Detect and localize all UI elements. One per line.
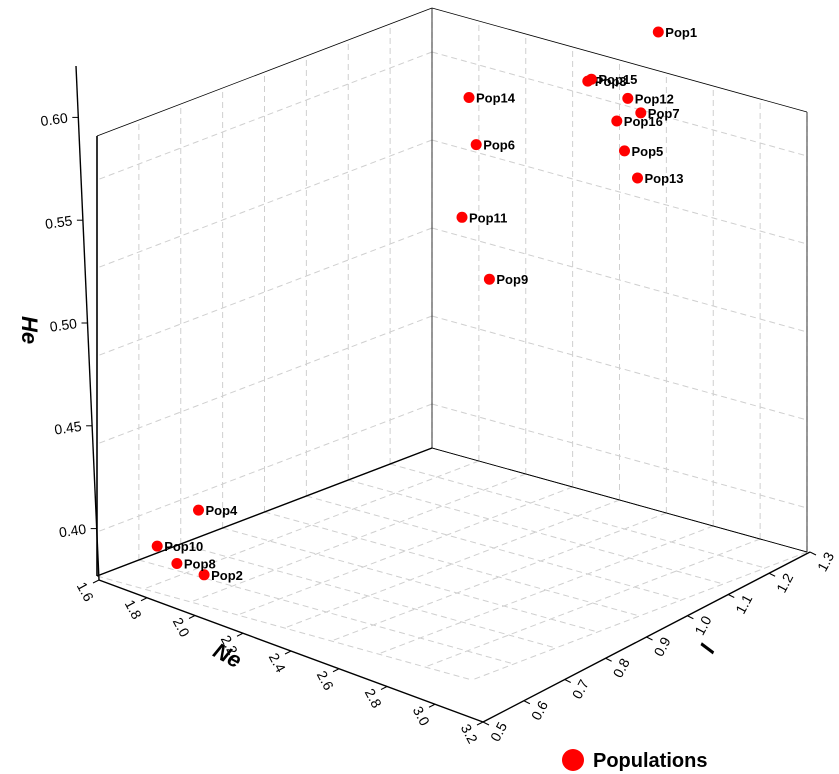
grid-line: [96, 575, 473, 681]
y-tick-label: 1.0: [691, 613, 714, 638]
y-tick-label: 0.8: [610, 655, 633, 680]
axis-line: [431, 7, 808, 113]
x-tick-mark: [140, 597, 148, 602]
data-point: [585, 73, 597, 85]
axis-titles: Ne I He: [17, 316, 720, 673]
grid-line: [431, 403, 808, 509]
x-tick-mark: [188, 615, 196, 619]
y-tick-label: 1.1: [732, 592, 755, 617]
x-tick-mark: [428, 703, 436, 708]
data-point: [470, 139, 482, 151]
z-tick-label: 0.45: [53, 418, 82, 438]
data-point: [611, 115, 623, 127]
point-label: Pop7: [648, 106, 680, 121]
data-point: [463, 92, 475, 103]
axis-line: [96, 7, 433, 137]
z-tick-label: 0.40: [58, 521, 87, 541]
z-tick-label: 0.55: [44, 212, 73, 232]
y-tick-mark: [687, 615, 694, 620]
point-label: Pop1: [665, 25, 697, 40]
y-tick-label: 0.5: [487, 719, 510, 744]
x-axis-title: Ne: [209, 638, 246, 673]
y-tick-mark: [728, 594, 735, 598]
y-tick-mark: [605, 657, 612, 662]
y-tick-label: 0.7: [569, 677, 592, 702]
x-tick-mark: [284, 650, 292, 655]
point-label: Pop11: [469, 210, 507, 225]
legend-marker: [562, 749, 584, 771]
point-label: Pop4: [206, 503, 239, 518]
data-point: [635, 107, 647, 119]
axis-line: [96, 447, 433, 577]
grid-line: [431, 315, 808, 421]
data-point: [483, 273, 495, 285]
z-tick-label: 0.50: [49, 315, 78, 335]
point-label: Pop6: [483, 138, 515, 153]
point-label: Pop10: [164, 539, 203, 554]
y-tick-mark: [768, 572, 776, 577]
y-tick-label: 0.6: [528, 698, 551, 723]
data-point: [171, 558, 183, 569]
x-tick-mark: [380, 686, 388, 690]
point-label: Pop3: [595, 74, 627, 89]
y-tick-mark: [646, 636, 653, 641]
point-label: Pop9: [496, 272, 528, 287]
x-tick-mark: [332, 668, 340, 673]
data-point: [151, 540, 163, 552]
grid-line: [431, 139, 808, 245]
point-label: Pop8: [184, 557, 216, 572]
data-point: [198, 569, 210, 581]
x-tick-mark: [476, 721, 484, 726]
point-label: Pop14: [476, 91, 516, 106]
grid-line: [264, 511, 640, 617]
y-tick-mark: [523, 700, 531, 705]
data-points: Pop1 Pop2 Pop3 Pop4 Pop5 Pop6 Pop7 Pop8 Pop9 Pop1…: [151, 25, 697, 583]
point-label: Pop16: [624, 114, 663, 129]
data-point: [652, 26, 664, 38]
legend-label: Populations: [593, 750, 707, 772]
grid-line: [431, 227, 808, 333]
grid-line: [348, 479, 724, 585]
y-tick-mark: [564, 679, 571, 683]
y-axis-title: I: [695, 640, 721, 657]
data-point: [622, 92, 634, 104]
grid-line: [180, 543, 556, 649]
data-point: [456, 211, 468, 223]
point-label: Pop13: [645, 171, 684, 186]
x-tick-mark: [236, 632, 244, 637]
y-tick-label: 0.9: [650, 634, 673, 659]
point-label: Pop15: [598, 72, 637, 87]
y-tick-label: 1.2: [773, 570, 796, 595]
data-point: [193, 504, 204, 516]
data-point: [632, 172, 643, 184]
legend: Populations: [562, 749, 707, 772]
point-label: Pop12: [635, 91, 674, 106]
data-point: [619, 145, 630, 157]
z-axis-title: He: [17, 316, 42, 344]
grid-layer: [96, 8, 808, 681]
point-label: Pop5: [632, 144, 664, 159]
z-tick-label: 0.60: [40, 109, 69, 129]
y-tick-label: 1.3: [814, 549, 837, 574]
y-tick-mark: [482, 721, 490, 726]
y-tick-mark: [809, 551, 817, 556]
point-label: Pop2: [211, 568, 243, 583]
x-tick-mark: [92, 579, 100, 584]
grid-line: [431, 51, 808, 157]
axis-line: [431, 447, 808, 553]
